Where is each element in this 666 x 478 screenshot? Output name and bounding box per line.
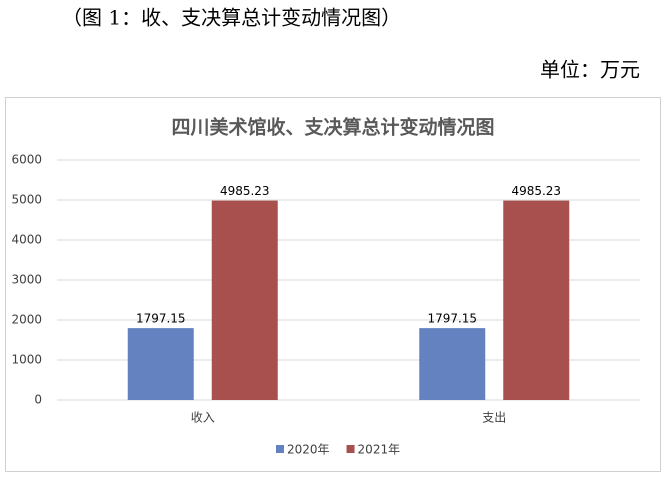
legend-label: 2021年 xyxy=(358,443,401,457)
data-label: 1797.15 xyxy=(136,312,186,326)
x-tick-label: 收入 xyxy=(191,411,215,425)
x-tick-label: 支出 xyxy=(482,411,506,425)
bar xyxy=(419,328,486,400)
y-tick-label: 5000 xyxy=(11,193,42,207)
bar xyxy=(211,200,278,400)
y-tick-label: 6000 xyxy=(11,153,42,167)
y-tick-label: 4000 xyxy=(11,233,42,247)
unit-label: 单位：万元 xyxy=(540,58,640,82)
y-tick-label: 0 xyxy=(34,393,42,407)
y-tick-label: 1000 xyxy=(11,353,42,367)
legend-swatch xyxy=(276,445,284,453)
bar xyxy=(127,328,194,400)
chart-title: 四川美术馆收、支决算总计变动情况图 xyxy=(171,116,494,139)
data-label: 4985.23 xyxy=(511,184,561,198)
legend-label: 2020年 xyxy=(287,443,330,457)
y-tick-label: 2000 xyxy=(11,313,42,327)
legend-swatch xyxy=(346,445,355,453)
data-label: 4985.23 xyxy=(220,184,270,198)
y-tick-label: 3000 xyxy=(11,273,42,287)
data-label: 1797.15 xyxy=(427,312,477,326)
figure-caption: （图 1：收、支决算总计变动情况图） xyxy=(62,6,401,30)
bar xyxy=(503,200,570,400)
